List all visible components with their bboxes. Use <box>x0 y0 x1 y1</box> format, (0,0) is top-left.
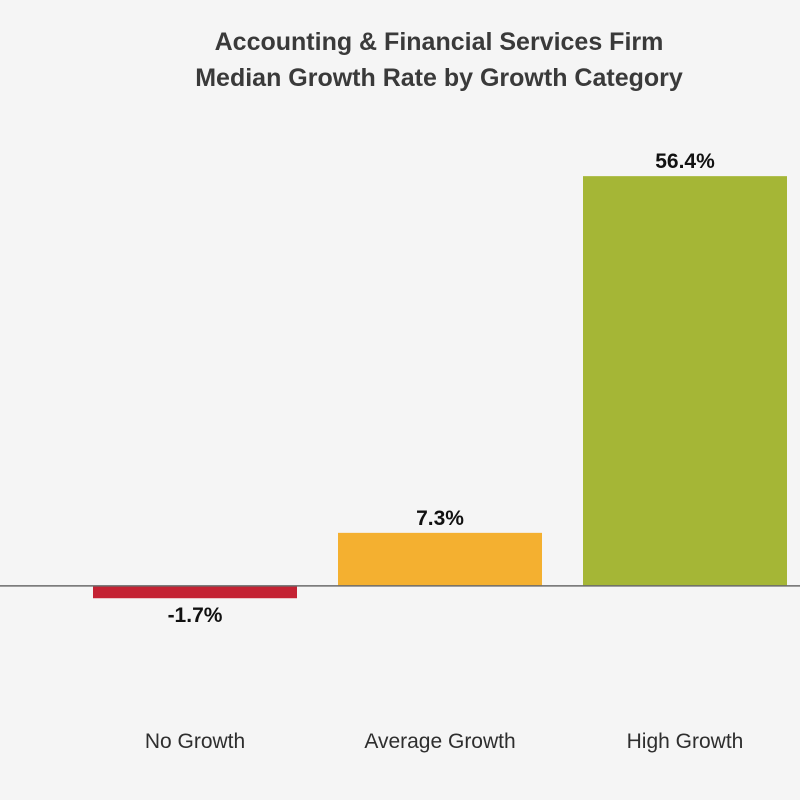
category-labels: No Growth Average Growth High Growth <box>145 730 744 753</box>
value-labels: -1.7% 7.3% 56.4% <box>168 150 716 627</box>
chart-title-line-1: Accounting & Financial Services Firm <box>215 28 664 56</box>
chart-title: Accounting & Financial Services Firm Med… <box>195 28 683 92</box>
value-label-average-growth: 7.3% <box>416 507 464 530</box>
bar-average-growth <box>338 532 542 586</box>
bar-high-growth <box>583 176 787 586</box>
category-label-high-growth: High Growth <box>627 730 744 753</box>
category-label-no-growth: No Growth <box>145 730 245 753</box>
value-label-high-growth: 56.4% <box>655 150 715 173</box>
chart-title-line-2: Median Growth Rate by Growth Category <box>195 64 683 92</box>
value-label-no-growth: -1.7% <box>168 604 223 627</box>
bars <box>93 176 787 599</box>
bar-no-growth <box>93 585 297 599</box>
category-label-average-growth: Average Growth <box>364 730 515 753</box>
